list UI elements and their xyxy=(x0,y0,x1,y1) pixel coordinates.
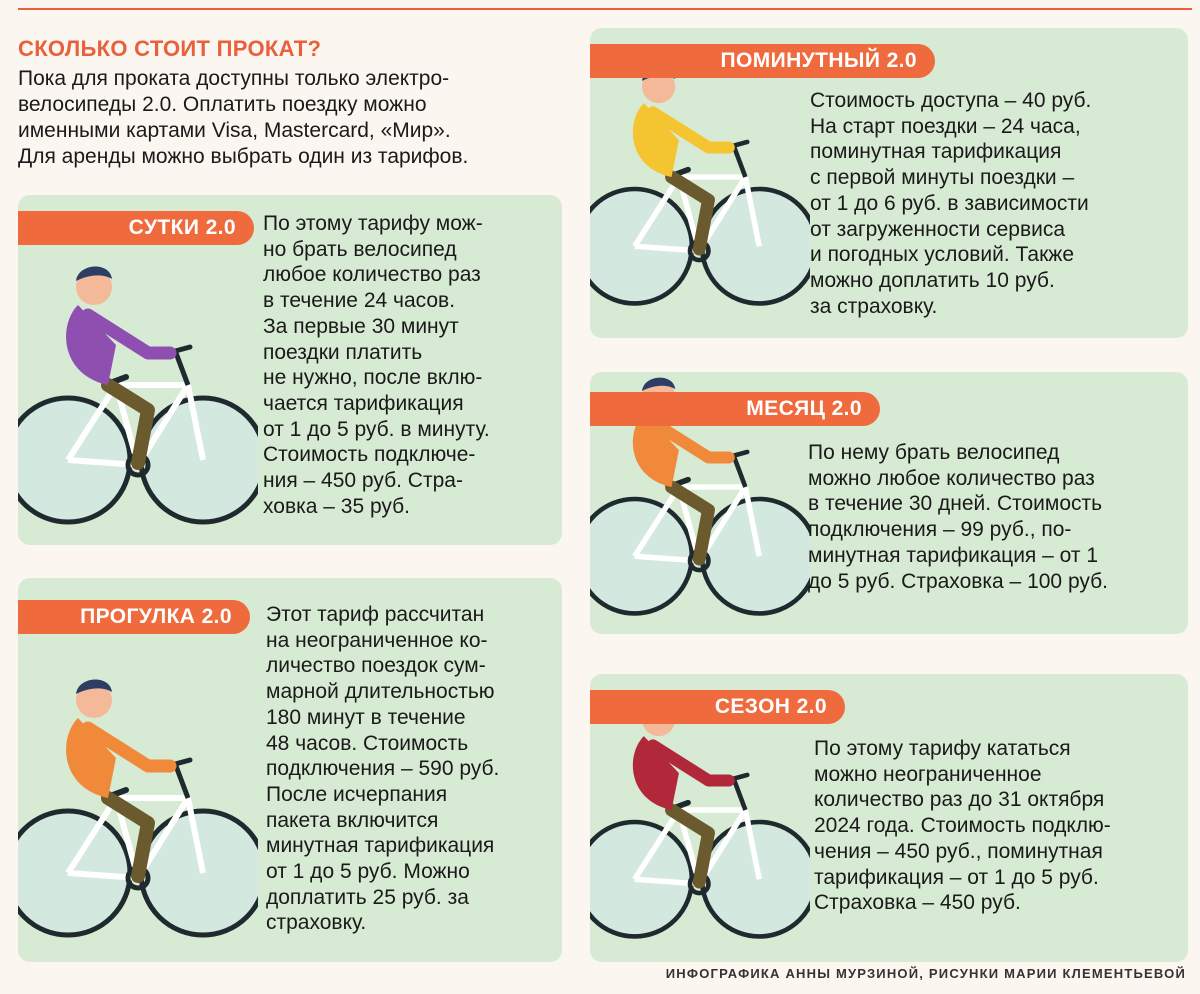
description-line: подключения – 590 руб. xyxy=(266,757,500,781)
description-line: в течение 24 часов. xyxy=(263,289,456,313)
description-line: минутная тарификация – от 1 xyxy=(808,543,1099,567)
description-line: не нужно, после вклю- xyxy=(263,366,483,390)
tariff-card-sezon: СЕЗОН 2.0 По этому тарифу кататься можно… xyxy=(590,674,1188,962)
description-line: Стоимость подключе- xyxy=(263,443,476,467)
description-line: до 5 руб. Страховка – 100 руб. xyxy=(808,569,1108,593)
description-line: любое количество раз xyxy=(263,263,481,287)
intro-line: именными картами Visa, Mastercard, «Мир»… xyxy=(18,119,451,142)
description-line: По этому тарифу кататься xyxy=(814,737,1071,760)
description-line: На старт поездки – 24 часа, xyxy=(810,114,1081,138)
cyclist-illustration xyxy=(590,700,810,939)
description-line: 48 часов. Стоимость xyxy=(266,731,469,755)
description-line: тарификация – от 1 до 5 руб. xyxy=(814,865,1099,889)
intro-line: Пока для проката доступны только электро… xyxy=(18,67,450,90)
description-line: За первые 30 минут xyxy=(263,314,459,338)
tariff-label: СЕЗОН 2.0 xyxy=(590,690,845,724)
description-line: от 1 до 6 руб. в зависимости xyxy=(810,191,1089,215)
intro: СКОЛЬКО СТОИТ ПРОКАТ? Пока для проката д… xyxy=(18,36,578,170)
description-line: По нему брать велосипед xyxy=(808,441,1060,464)
description-line: марной длительностью xyxy=(266,680,495,704)
description-line: от 1 до 5 руб. в минуту. xyxy=(263,417,490,441)
intro-line: Для аренды можно выбрать один из тарифов… xyxy=(18,145,469,168)
description-line: страховку. xyxy=(266,911,367,935)
tariff-card-progulka: ПРОГУЛКА 2.0 Этот тариф рассчитан на нео… xyxy=(18,578,562,962)
cyclist-illustration xyxy=(590,377,810,616)
description-line: за страховку. xyxy=(810,294,938,318)
description-line: с первой минуты поездки – xyxy=(810,166,1075,190)
tariff-description: По нему брать велосипед можно любое коли… xyxy=(808,440,1180,594)
description-line: чается тарификация xyxy=(263,391,464,415)
description-line: на неограниченное ко- xyxy=(266,628,488,652)
description-line: Страховка – 450 руб. xyxy=(814,891,1021,915)
description-line: По этому тарифу мож- xyxy=(263,212,483,235)
description-line: ховка – 35 руб. xyxy=(263,494,411,518)
tariff-description: Стоимость доступа – 40 руб. На старт пое… xyxy=(810,88,1180,319)
tariff-description: По этому тарифу кататься можно неогранич… xyxy=(814,736,1180,916)
description-line: Этот тариф рассчитан xyxy=(266,603,485,626)
cyclist-illustration xyxy=(18,679,258,938)
tariff-description: Этот тариф рассчитан на неограниченное к… xyxy=(266,602,556,936)
description-line: личество поездок сум- xyxy=(266,654,486,678)
description-line: пакета включится xyxy=(266,808,439,832)
tariff-label: ПРОГУЛКА 2.0 xyxy=(18,600,250,634)
description-line: но брать велосипед xyxy=(263,237,457,261)
tariff-label: ПОМИНУТНЫЙ 2.0 xyxy=(590,44,935,78)
description-line: ния – 450 руб. Стра- xyxy=(263,469,463,493)
description-line: 180 минут в течение xyxy=(266,705,466,729)
intro-line: велосипеды 2.0. Оплатить поездку можно xyxy=(18,93,427,116)
description-line: поминутная тарификация xyxy=(810,140,1062,164)
description-line: чения – 450 руб., поминутная xyxy=(814,839,1103,863)
tariff-card-sutki: СУТКИ 2.0 По этому тарифу мож- но брать … xyxy=(18,195,562,545)
tariff-card-mesyats: МЕСЯЦ 2.0 По нему брать велосипед можно … xyxy=(590,372,1188,634)
description-line: можно доплатить 10 руб. xyxy=(810,268,1055,292)
tariff-description: По этому тарифу мож- но брать велосипед … xyxy=(263,211,553,519)
intro-title: СКОЛЬКО СТОИТ ПРОКАТ? xyxy=(18,36,322,61)
description-line: После исчерпания xyxy=(266,782,448,806)
tariff-card-minutny: ПОМИНУТНЫЙ 2.0 Стоимость доступа – 40 ру… xyxy=(590,28,1188,338)
description-line: от 1 до 5 руб. Можно xyxy=(266,860,470,884)
description-line: минутная тарификация xyxy=(266,834,495,858)
description-line: доплатить 25 руб. за xyxy=(266,885,469,909)
tariff-label: МЕСЯЦ 2.0 xyxy=(590,392,880,426)
description-line: Стоимость доступа – 40 руб. xyxy=(810,89,1092,112)
top-rule xyxy=(18,8,1192,10)
description-line: можно любое количество раз xyxy=(808,466,1095,490)
description-line: можно неограниченное xyxy=(814,762,1042,786)
credit-line: ИНФОГРАФИКА АННЫ МУРЗИНОЙ, РИСУНКИ МАРИИ… xyxy=(665,966,1186,981)
description-line: от загруженности сервиса xyxy=(810,217,1066,241)
cyclist-illustration xyxy=(590,67,810,306)
description-line: 2024 года. Стоимость подклю- xyxy=(814,814,1111,838)
description-line: количество раз до 31 октября xyxy=(814,788,1105,812)
description-line: подключения – 99 руб., по- xyxy=(808,518,1072,542)
cyclist-illustration xyxy=(18,266,258,525)
tariff-label: СУТКИ 2.0 xyxy=(18,211,254,245)
description-line: поездки платить xyxy=(263,340,423,364)
description-line: и погодных условий. Также xyxy=(810,243,1075,267)
description-line: в течение 30 дней. Стоимость xyxy=(808,492,1103,516)
